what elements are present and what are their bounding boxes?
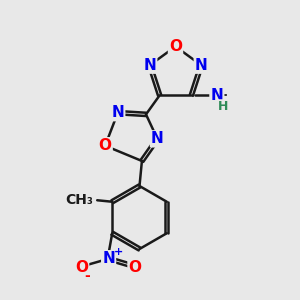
Text: O: O [99,138,112,153]
Text: N: N [151,131,164,146]
Text: N: N [195,58,208,73]
Text: O: O [169,39,182,54]
Text: N: N [143,58,156,73]
Text: O: O [75,260,88,275]
Text: N: N [111,105,124,120]
Text: -: - [85,269,91,283]
Text: N: N [102,251,115,266]
Text: O: O [128,260,142,275]
Text: H: H [218,100,229,113]
Text: +: + [114,247,123,257]
Text: N: N [211,88,223,103]
Text: CH₃: CH₃ [65,193,93,207]
